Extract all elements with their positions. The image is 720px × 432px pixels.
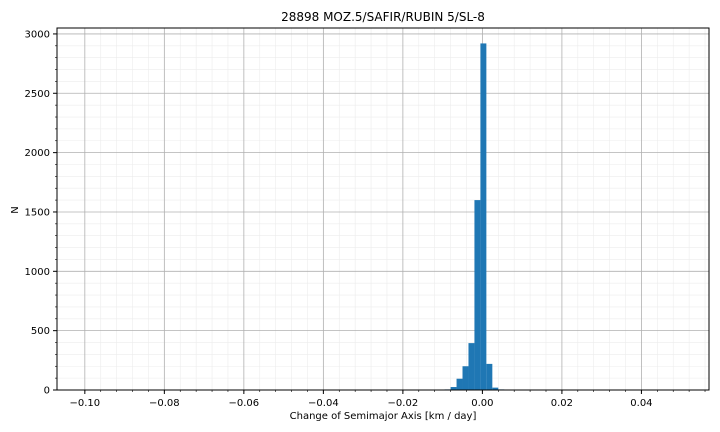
y-tick-label: 0 bbox=[44, 386, 50, 397]
x-tick-label: 0.00 bbox=[471, 398, 493, 409]
y-tick-label: 2500 bbox=[25, 89, 50, 100]
y-tick-label: 3000 bbox=[25, 29, 50, 40]
x-axis-ticks: −0.10 −0.08 −0.06 −0.04 −0.02 0.00 0.02 0.04 bbox=[70, 390, 706, 409]
histogram-bar bbox=[480, 43, 487, 391]
chart-title: 28898 MOZ.5/SAFIR/RUBIN 5/SL-8 bbox=[281, 10, 485, 24]
x-tick-label: −0.08 bbox=[149, 398, 180, 409]
plot-frame bbox=[56, 27, 710, 391]
histogram-bar bbox=[468, 343, 475, 390]
x-tick-label: 0.02 bbox=[551, 398, 573, 409]
y-axis-label: N bbox=[10, 206, 21, 213]
x-axis-label: Change of Semimajor Axis [km / day] bbox=[290, 411, 477, 422]
histogram-bar bbox=[492, 387, 499, 390]
histogram-bar bbox=[450, 387, 457, 390]
y-tick-label: 2000 bbox=[25, 148, 50, 159]
major-grid bbox=[57, 28, 709, 391]
minor-grid bbox=[57, 28, 709, 390]
x-tick-label: −0.02 bbox=[388, 398, 419, 409]
x-tick-label: −0.10 bbox=[70, 398, 101, 409]
y-tick-label: 1000 bbox=[25, 267, 50, 278]
x-tick-label: −0.04 bbox=[308, 398, 339, 409]
x-tick-label: 0.04 bbox=[630, 398, 652, 409]
y-tick-label: 1500 bbox=[25, 207, 50, 218]
histogram-bar bbox=[456, 378, 463, 390]
histogram-bar bbox=[486, 363, 493, 390]
histogram-bar bbox=[462, 366, 469, 390]
y-tick-label: 500 bbox=[31, 326, 50, 337]
x-tick-label: −0.06 bbox=[229, 398, 260, 409]
y-axis-ticks: 0 500 1000 1500 2000 2500 3000 bbox=[25, 29, 57, 397]
histogram-bar bbox=[474, 200, 481, 390]
histogram-bars bbox=[444, 43, 505, 391]
